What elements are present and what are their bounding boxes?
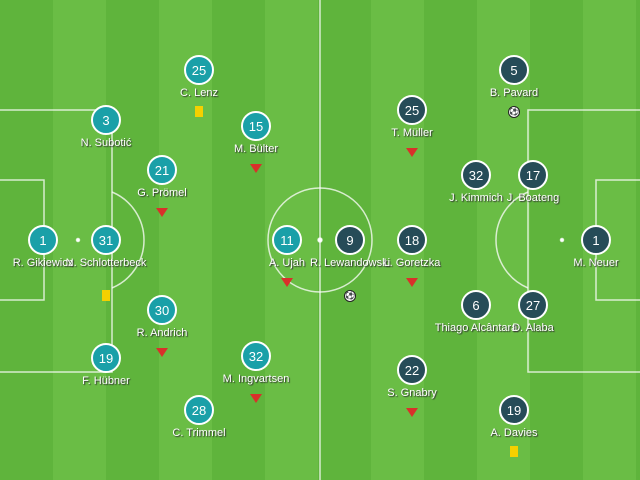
shirt-number: 18: [397, 225, 427, 255]
player-name: N. Subotić: [80, 137, 132, 149]
yellow-card-icon: [510, 446, 518, 457]
shirt-number: 28: [184, 395, 214, 425]
player-name: A. Ujah: [268, 257, 306, 269]
player-name: M. Ingvartsen: [222, 373, 290, 385]
shirt-number: 9: [335, 225, 365, 255]
substitution-arrow-icon: [250, 394, 262, 403]
player-name: L. Goretzka: [383, 257, 441, 269]
shirt-number: 3: [91, 105, 121, 135]
shirt-number: 22: [397, 355, 427, 385]
shirt-number: 25: [184, 55, 214, 85]
player-name: A. Davies: [490, 427, 538, 439]
player-name: D. Alaba: [512, 322, 554, 334]
player-name: J. Kimmich: [449, 192, 503, 204]
substitution-arrow-icon: [406, 408, 418, 417]
player-name: C. Lenz: [180, 87, 218, 99]
shirt-number: 30: [147, 295, 177, 325]
shirt-number: 21: [147, 155, 177, 185]
goal-ball-icon: ⚽: [508, 106, 520, 118]
player-name: R. Lewandowski: [309, 257, 391, 269]
shirt-number: 27: [518, 290, 548, 320]
shirt-number: 15: [241, 111, 271, 141]
player-name: B. Pavard: [489, 87, 539, 99]
goal-ball-icon: ⚽: [344, 290, 356, 302]
player-name: M. Bülter: [233, 143, 278, 155]
player-name: C. Trimmel: [172, 427, 226, 439]
shirt-number: 5: [499, 55, 529, 85]
shirt-number: 25: [397, 95, 427, 125]
shirt-number: 6: [461, 290, 491, 320]
player-name: G. Prömel: [137, 187, 187, 199]
shirt-number: 1: [581, 225, 611, 255]
player-name: S. Gnabry: [387, 387, 437, 399]
shirt-number: 1: [28, 225, 58, 255]
yellow-card-icon: [102, 290, 110, 301]
shirt-number: 19: [91, 343, 121, 373]
player-name: F. Hübner: [82, 375, 130, 387]
substitution-arrow-icon: [406, 278, 418, 287]
substitution-arrow-icon: [156, 208, 168, 217]
player-name: Thiago Alcântara: [434, 322, 518, 334]
substitution-arrow-icon: [156, 348, 168, 357]
shirt-number: 32: [241, 341, 271, 371]
player-name: M. Neuer: [573, 257, 619, 269]
shirt-number: 31: [91, 225, 121, 255]
substitution-arrow-icon: [406, 148, 418, 157]
player-name: R. Gikiewicz: [12, 257, 74, 269]
shirt-number: 19: [499, 395, 529, 425]
player-name: T. Müller: [391, 127, 433, 139]
substitution-arrow-icon: [281, 278, 293, 287]
player-name: N. Schlotterbeck: [65, 257, 147, 269]
yellow-card-icon: [195, 106, 203, 117]
shirt-number: 17: [518, 160, 548, 190]
shirt-number: 32: [461, 160, 491, 190]
player-name: R. Andrich: [136, 327, 188, 339]
shirt-number: 11: [272, 225, 302, 255]
player-name: J. Boateng: [506, 192, 560, 204]
substitution-arrow-icon: [250, 164, 262, 173]
